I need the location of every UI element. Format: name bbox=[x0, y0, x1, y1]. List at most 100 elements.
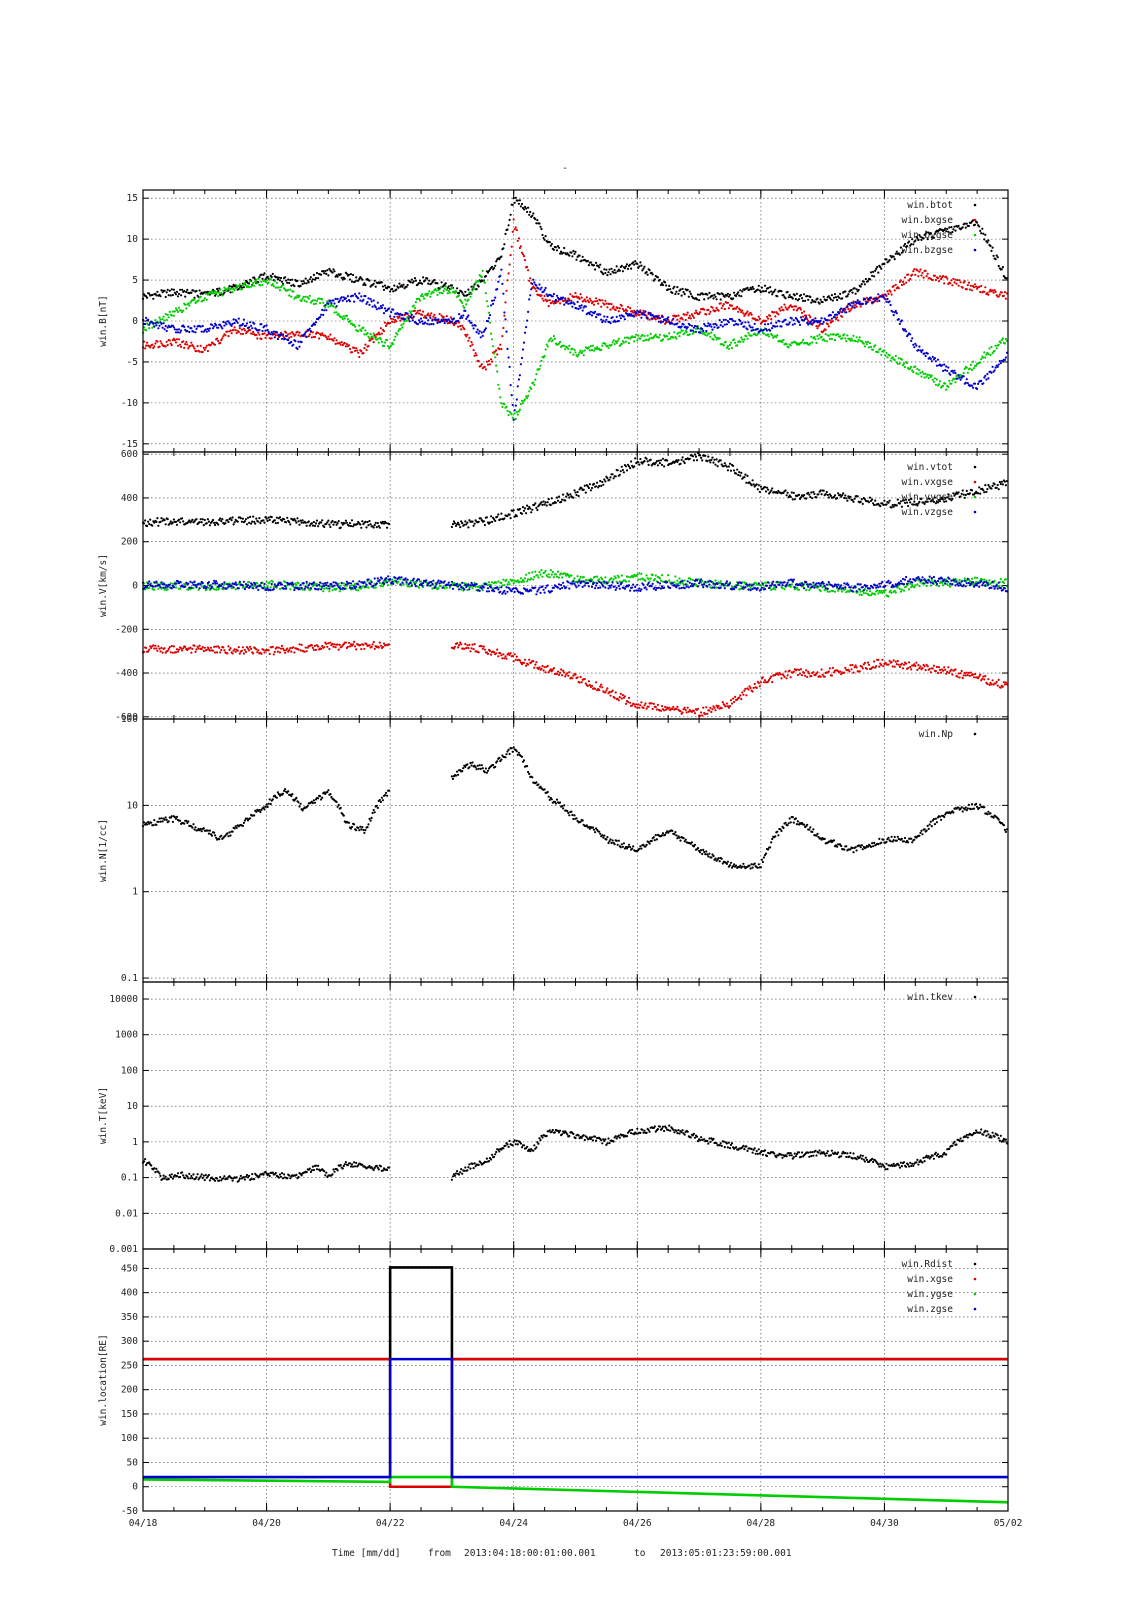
data-point bbox=[354, 325, 357, 328]
data-point bbox=[811, 497, 814, 500]
data-point bbox=[843, 333, 846, 336]
data-point bbox=[323, 309, 326, 312]
data-point bbox=[472, 284, 475, 287]
data-point bbox=[803, 493, 806, 497]
data-point bbox=[457, 325, 460, 328]
data-point bbox=[934, 383, 938, 386]
data-point bbox=[430, 323, 433, 326]
data-point bbox=[538, 666, 541, 669]
data-point bbox=[334, 646, 337, 649]
data-point bbox=[273, 336, 276, 339]
data-point bbox=[151, 524, 154, 527]
data-point bbox=[215, 645, 218, 648]
data-point bbox=[251, 332, 254, 335]
data-point bbox=[291, 331, 294, 334]
data-point bbox=[540, 286, 543, 289]
data-point bbox=[546, 501, 549, 504]
data-point bbox=[512, 509, 515, 512]
data-point bbox=[818, 333, 821, 336]
data-point bbox=[646, 460, 649, 463]
data-point bbox=[838, 312, 841, 315]
data-point bbox=[714, 336, 717, 339]
data-point bbox=[239, 332, 242, 335]
data-point bbox=[720, 307, 723, 310]
data-point bbox=[708, 291, 711, 294]
data-point bbox=[663, 465, 666, 468]
data-point bbox=[949, 231, 952, 234]
data-point bbox=[283, 518, 286, 521]
data-point bbox=[893, 289, 896, 292]
data-point bbox=[923, 352, 926, 355]
data-point bbox=[554, 501, 558, 504]
data-point bbox=[484, 292, 487, 295]
data-point bbox=[244, 324, 248, 327]
data-point bbox=[640, 264, 643, 267]
data-point bbox=[699, 331, 702, 334]
series-win.bzgse bbox=[141, 268, 1009, 421]
data-point bbox=[700, 711, 703, 714]
data-point bbox=[802, 338, 805, 341]
data-point bbox=[271, 272, 274, 275]
data-point bbox=[431, 319, 434, 322]
data-point bbox=[785, 494, 788, 497]
data-point bbox=[534, 287, 537, 290]
data-point bbox=[910, 243, 913, 246]
data-point bbox=[248, 282, 251, 285]
data-point bbox=[231, 291, 234, 294]
data-point bbox=[546, 345, 549, 348]
data-point bbox=[582, 354, 585, 357]
data-point bbox=[855, 302, 858, 305]
data-point bbox=[483, 281, 486, 284]
data-point bbox=[763, 323, 767, 326]
data-point bbox=[1003, 291, 1007, 294]
data-point bbox=[915, 372, 918, 375]
data-point bbox=[829, 314, 833, 317]
data-point bbox=[624, 465, 628, 468]
data-point bbox=[195, 648, 198, 651]
data-point bbox=[486, 305, 490, 308]
data-point bbox=[609, 308, 612, 311]
data-point bbox=[912, 503, 915, 506]
data-point bbox=[736, 344, 739, 347]
data-point bbox=[202, 299, 205, 302]
data-point bbox=[161, 651, 164, 654]
data-point bbox=[326, 338, 329, 341]
data-point bbox=[788, 294, 791, 297]
data-point bbox=[564, 297, 567, 300]
data-point bbox=[320, 273, 323, 276]
data-point bbox=[432, 323, 435, 326]
y-tick-label: 200 bbox=[121, 537, 138, 548]
data-point bbox=[975, 285, 978, 288]
data-point bbox=[240, 288, 243, 291]
data-point bbox=[380, 281, 383, 284]
data-point bbox=[304, 646, 307, 649]
data-point bbox=[354, 645, 357, 648]
data-point bbox=[587, 346, 591, 349]
data-point bbox=[985, 378, 988, 381]
data-point bbox=[657, 320, 661, 323]
data-point bbox=[578, 681, 581, 684]
data-point bbox=[499, 274, 502, 277]
data-point bbox=[968, 492, 972, 495]
data-point bbox=[563, 344, 566, 347]
data-point bbox=[500, 512, 503, 515]
data-point bbox=[851, 305, 854, 308]
data-point bbox=[678, 320, 681, 323]
data-point bbox=[660, 463, 664, 466]
data-point bbox=[166, 518, 169, 521]
data-point bbox=[222, 335, 225, 338]
data-point bbox=[809, 342, 812, 345]
data-point bbox=[837, 333, 840, 336]
data-point bbox=[1004, 484, 1008, 487]
data-point bbox=[675, 337, 678, 340]
data-point bbox=[979, 290, 982, 294]
data-point bbox=[968, 288, 972, 291]
data-point bbox=[494, 296, 497, 299]
data-point bbox=[350, 280, 354, 283]
data-point bbox=[503, 517, 506, 520]
data-point bbox=[868, 496, 872, 499]
data-point bbox=[560, 668, 563, 671]
data-point bbox=[252, 330, 255, 334]
data-point bbox=[476, 328, 479, 331]
data-point bbox=[292, 332, 295, 335]
